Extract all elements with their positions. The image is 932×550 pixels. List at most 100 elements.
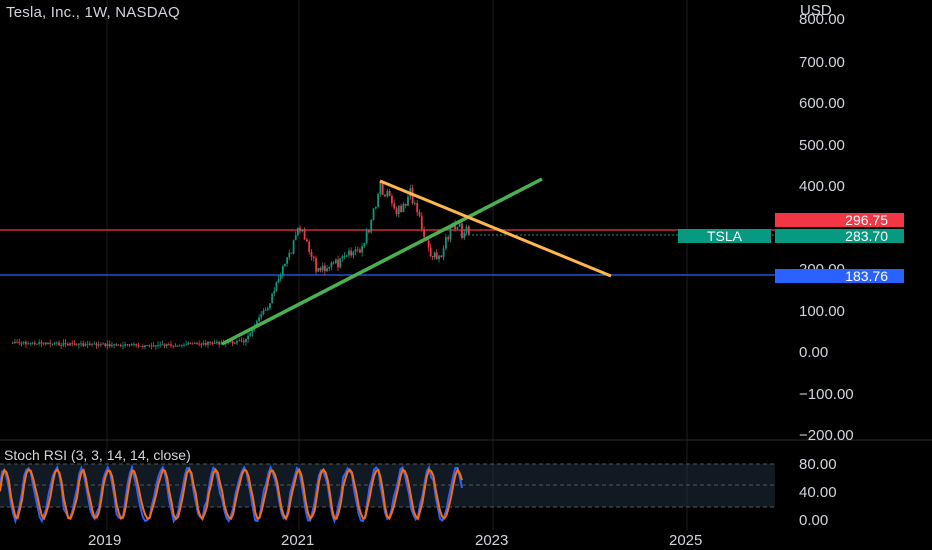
candle-body — [167, 343, 170, 345]
candle-body — [458, 223, 461, 227]
rising-trendline[interactable] — [221, 177, 543, 346]
candle-body — [348, 250, 350, 256]
candle-body — [269, 303, 271, 309]
candle-body — [240, 340, 243, 342]
candle-body — [363, 243, 366, 247]
candle-body — [465, 226, 468, 233]
candle-body — [183, 344, 185, 346]
candle-body — [163, 344, 166, 346]
candle-body — [356, 249, 359, 251]
candle-body — [122, 345, 124, 347]
candle-body — [191, 343, 194, 345]
candle-body — [334, 259, 337, 263]
candle-body — [423, 228, 425, 237]
symbol-title[interactable]: Tesla, Inc., 1W, NASDAQ — [6, 4, 180, 21]
candle-body — [115, 344, 118, 346]
candle-body — [82, 343, 85, 346]
candle-body — [86, 343, 89, 345]
indicator-title[interactable]: Stoch RSI (3, 3, 14, 14, close) — [4, 447, 191, 463]
candle-body — [128, 344, 131, 346]
candle-body — [305, 239, 308, 242]
candle-body — [144, 345, 146, 348]
candle-body — [20, 342, 23, 344]
candle-body — [64, 342, 67, 344]
candle-body — [172, 345, 175, 347]
candle-body — [137, 345, 140, 347]
candle-body — [204, 343, 207, 345]
candle-body — [193, 343, 196, 344]
candle-body — [53, 342, 56, 344]
candle-body — [438, 255, 440, 260]
candle-body — [431, 255, 434, 258]
candle-body — [213, 342, 216, 344]
candle-body — [77, 343, 80, 345]
candle-body — [11, 342, 14, 344]
candle-body — [400, 205, 402, 212]
candle-body — [461, 223, 463, 238]
candle-body — [152, 345, 155, 347]
candle-body — [100, 344, 102, 346]
candle-body — [47, 342, 49, 345]
candle-body — [141, 346, 144, 348]
candle-body — [238, 340, 241, 342]
candle-body — [467, 226, 470, 235]
candle-body — [146, 345, 149, 347]
time-label-2019: 2019 — [88, 532, 121, 549]
price-candles — [11, 180, 470, 350]
candle-body — [119, 344, 122, 346]
candle-body — [178, 345, 181, 347]
candle-body — [97, 344, 100, 346]
time-label-2021: 2021 — [281, 532, 314, 549]
price-tick-700: 700.00 — [799, 54, 845, 71]
resistance-price-label[interactable]: 296.75 — [775, 213, 904, 227]
candle-body — [49, 342, 52, 344]
falling-trendline[interactable] — [379, 179, 612, 278]
candle-body — [170, 344, 172, 346]
candle-body — [416, 202, 419, 213]
symbol-tag[interactable]: TSLA — [678, 229, 771, 243]
candle-body — [288, 252, 291, 258]
candle-body — [384, 194, 386, 197]
candle-body — [290, 252, 293, 254]
stoch-tick-80: 80.00 — [799, 456, 837, 473]
candle-body — [233, 343, 236, 344]
candle-body — [323, 265, 326, 272]
candle-body — [292, 240, 295, 254]
candle-body — [62, 342, 65, 346]
candle-body — [71, 343, 74, 345]
candle-body — [463, 232, 466, 238]
candle-body — [359, 249, 361, 253]
candle-body — [196, 343, 198, 344]
candle-body — [14, 341, 16, 344]
candle-body — [117, 344, 120, 346]
candle-body — [251, 327, 254, 334]
candle-body — [260, 314, 263, 318]
candle-body — [73, 343, 76, 345]
candle-body — [126, 344, 129, 346]
candle-body — [58, 342, 60, 346]
candle-body — [352, 251, 355, 256]
candle-body — [315, 258, 317, 272]
currency-label[interactable]: USD — [800, 2, 832, 19]
candle-body — [157, 345, 159, 346]
candle-body — [258, 317, 260, 322]
candle-body — [108, 344, 111, 347]
candle-body — [433, 252, 436, 258]
candle-body — [397, 205, 400, 214]
candle-body — [429, 247, 432, 256]
candle-body — [242, 340, 245, 343]
candle-body — [150, 345, 153, 347]
support-price-label[interactable]: 183.76 — [775, 269, 904, 283]
candle-body — [262, 310, 265, 315]
candle-body — [220, 342, 223, 345]
candle-body — [284, 263, 286, 267]
candle-body — [368, 229, 370, 233]
candle-body — [379, 181, 382, 195]
candle-body — [456, 226, 459, 229]
candle-body — [60, 345, 63, 347]
candle-body — [440, 255, 443, 258]
last-price-label[interactable]: 283.70 — [775, 229, 904, 243]
candle-body — [413, 202, 416, 204]
candle-body — [165, 343, 168, 346]
